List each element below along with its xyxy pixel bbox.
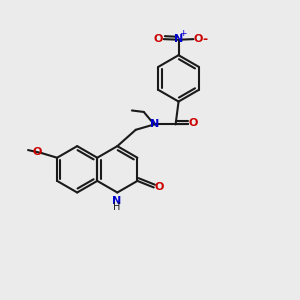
Text: N: N <box>150 119 159 129</box>
Text: +: + <box>180 29 187 38</box>
Text: N: N <box>174 34 183 44</box>
Text: O: O <box>194 34 203 44</box>
Text: O: O <box>154 182 164 193</box>
Text: -: - <box>203 33 208 46</box>
Text: O: O <box>32 147 41 158</box>
Text: H: H <box>113 202 120 212</box>
Text: O: O <box>154 34 163 44</box>
Text: N: N <box>112 196 122 206</box>
Text: O: O <box>189 118 198 128</box>
